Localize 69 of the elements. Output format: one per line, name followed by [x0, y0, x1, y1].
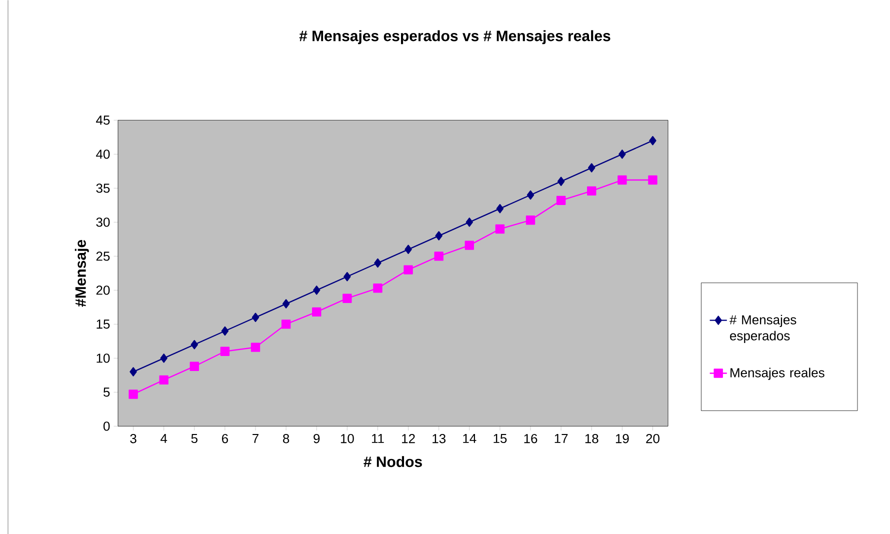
point: [344, 272, 351, 282]
x-tick-label: 4: [160, 434, 168, 443]
y-tick-label: 25: [96, 251, 110, 261]
point: [281, 319, 291, 329]
x-tick-label: 10: [340, 434, 354, 444]
point: [221, 326, 229, 336]
x-tick-label: 3: [130, 434, 136, 444]
y-tick-label: 5: [103, 387, 110, 397]
x-tick-label: 15: [494, 434, 507, 443]
x-tick-label: 20: [646, 434, 660, 444]
legend-label: # Mensajes esperados: [730, 314, 796, 343]
x-tick-label: 19: [616, 434, 629, 444]
x-tick-label: 12: [402, 434, 415, 443]
x-tick-label: 8: [283, 434, 290, 444]
point: [526, 215, 536, 225]
point: [220, 346, 230, 356]
point: [160, 353, 168, 363]
y-tick-label: 40: [96, 149, 110, 159]
point: [649, 136, 656, 146]
y-tick-label: 15: [96, 319, 110, 329]
x-tick-label: 5: [191, 434, 198, 443]
point: [374, 258, 382, 268]
point: [252, 312, 260, 322]
point: [190, 362, 199, 371]
y-tick-label: 30: [96, 217, 110, 227]
y-tick-label: 45: [96, 115, 110, 125]
point: [190, 340, 198, 350]
x-tick-label: 9: [314, 434, 320, 444]
y-tick-label: 35: [96, 183, 110, 193]
point: [618, 175, 627, 184]
x-tick-label: 16: [524, 434, 538, 444]
point: [404, 265, 413, 274]
point: [526, 190, 534, 200]
point: [435, 231, 442, 240]
point: [313, 285, 320, 295]
point: [648, 175, 658, 184]
x-tick-label: 11: [372, 434, 384, 443]
y-tick-label: 10: [96, 353, 110, 363]
point: [250, 342, 260, 352]
point: [373, 283, 382, 293]
point: [130, 367, 137, 376]
point: [587, 186, 596, 196]
legend-label: Mensajes reales: [730, 368, 824, 380]
point: [159, 375, 168, 384]
y-tick-label: 0: [103, 421, 110, 431]
point: [404, 244, 412, 254]
x-tick-label: 6: [222, 434, 228, 444]
x-axis-title: # Nodos: [364, 456, 422, 467]
point: [618, 149, 626, 159]
x-tick-label: 14: [463, 434, 476, 443]
point: [557, 176, 565, 186]
x-tick-label: 18: [585, 434, 598, 444]
point: [588, 163, 596, 172]
x-tick-label: 17: [554, 434, 568, 443]
y-tick-label: 20: [96, 285, 110, 295]
point: [556, 196, 566, 205]
chart-title: # Mensajes esperados vs # Mensajes reales: [299, 30, 610, 44]
point: [466, 217, 473, 227]
point: [312, 307, 322, 316]
point: [495, 224, 505, 234]
x-tick-label: 7: [252, 434, 258, 443]
point: [496, 204, 504, 214]
point: [128, 389, 138, 399]
point: [464, 240, 474, 250]
point: [342, 294, 352, 303]
y-axis-title: #Mensaje: [74, 240, 89, 307]
point: [282, 299, 290, 308]
x-tick-label: 13: [432, 434, 446, 444]
point: [434, 251, 444, 261]
